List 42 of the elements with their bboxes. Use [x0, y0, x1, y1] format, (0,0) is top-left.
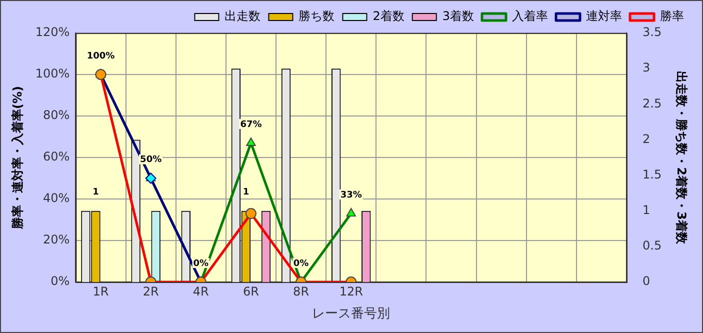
y-tick-label: 0% — [50, 274, 70, 288]
y-tick-label: 40% — [43, 191, 70, 206]
data-label: 0% — [193, 258, 209, 269]
x-tick-label: 4R — [192, 284, 209, 298]
point — [145, 172, 156, 184]
y2-tick-label: 1.5 — [642, 167, 662, 182]
y2-tick-label: 2 — [642, 132, 650, 146]
data-label: 33% — [340, 190, 362, 200]
y2-tick-label: 3 — [642, 60, 650, 75]
legend-label: 連対率 — [586, 9, 622, 24]
y2-tick-label: 2.5 — [642, 96, 662, 110]
y-tick-label: 100% — [35, 66, 70, 81]
legend-label: 勝ち数 — [298, 9, 335, 24]
y-tick-label: 80% — [43, 108, 70, 122]
x-tick-label: 12R — [339, 284, 363, 298]
x-tick-label: 6R — [242, 284, 259, 298]
data-label: 1 — [92, 188, 99, 198]
data-label: 67% — [240, 120, 262, 130]
legend-label: 出走数 — [224, 9, 261, 24]
data-label: 0% — [293, 258, 309, 269]
y2-axis-title: 出走数・勝ち数・2着数・3着数 — [674, 71, 689, 245]
point — [346, 208, 356, 217]
legend-label: 2着数 — [372, 9, 404, 24]
point — [246, 137, 256, 146]
y2-tick-label: 3.5 — [642, 25, 662, 40]
y-tick-label: 60% — [43, 150, 70, 164]
data-label: 50% — [140, 155, 162, 166]
x-tick-label: 2R — [142, 284, 159, 298]
x-axis-title: レース番号別 — [312, 306, 390, 322]
y-axis-title: 勝率・連対率・入着率(%) — [10, 86, 24, 230]
y2-tick-label: 0 — [642, 274, 650, 288]
y2-tick-label: 1 — [642, 202, 650, 217]
legend-label: 3着数 — [442, 9, 474, 24]
y-tick-label: 120% — [35, 25, 70, 40]
y-tick-label: 20% — [43, 232, 70, 247]
data-label: 1 — [242, 188, 250, 198]
legend-label: 勝率 — [660, 9, 684, 24]
legend-label: 入着率 — [512, 9, 548, 24]
data-label: 100% — [86, 51, 115, 62]
y2-tick-label: 0.5 — [642, 238, 662, 253]
x-tick-label: 8R — [293, 284, 310, 298]
x-tick-label: 1R — [92, 284, 109, 298]
